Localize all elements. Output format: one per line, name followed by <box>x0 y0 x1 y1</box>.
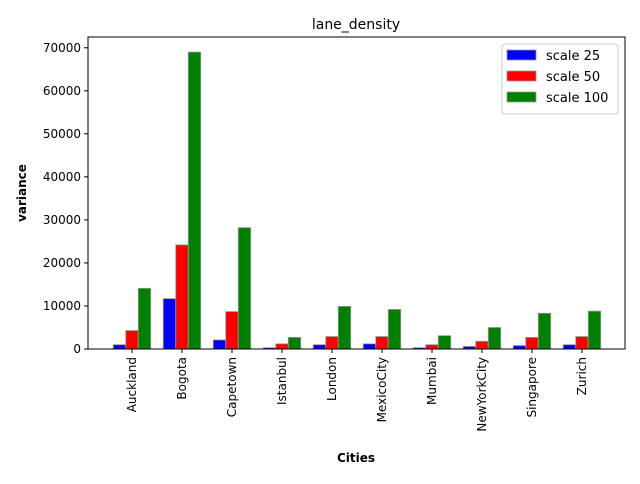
bar-scale-25-capetown <box>212 339 227 350</box>
legend-label: scale 25 <box>546 49 600 64</box>
bar-scale-25-singapore <box>512 345 527 350</box>
bar-scale-100-newyorkcity <box>487 327 502 350</box>
y-tick-label: 30000 <box>43 213 81 227</box>
bar-scale-50-auckland <box>125 330 139 350</box>
y-tick-label: 20000 <box>43 256 81 270</box>
y-tick-label: 40000 <box>43 170 81 184</box>
plot-frame <box>87 36 626 350</box>
legend-swatch <box>506 91 537 103</box>
bar-scale-50-capetown <box>225 311 239 350</box>
legend-label: scale 50 <box>546 70 600 85</box>
bar-scale-25-mexicocity <box>362 343 377 350</box>
legend: scale 25 scale 50 scale 100 <box>501 43 619 115</box>
bar-scale-100-capetown <box>237 227 252 350</box>
bar-scale-100-zurich <box>587 310 602 350</box>
y-axis: 0 10000 20000 30000 40000 50000 60000 70000 <box>43 41 88 356</box>
x-tick-label: Bogota <box>175 357 189 400</box>
x-tick-label: Singapore <box>525 357 539 418</box>
legend-swatch <box>506 49 537 61</box>
bar-scale-25-zurich <box>562 344 577 350</box>
bar-scale-25-auckland <box>112 344 127 350</box>
y-tick-label: 10000 <box>43 299 81 313</box>
bar-scale-50-istanbul <box>275 343 289 350</box>
y-axis-label: variance <box>15 164 29 222</box>
bar-scale-100-bogota <box>187 51 202 350</box>
x-tick-label: NewYorkCity <box>475 357 489 432</box>
bar-scale-100-mumbai <box>437 335 452 350</box>
x-tick-label: London <box>325 357 339 401</box>
bar-scale-50-mexicocity <box>375 336 389 350</box>
y-tick-label: 70000 <box>43 41 81 55</box>
y-tick-label: 60000 <box>43 84 81 98</box>
x-tick-label: MexicoCity <box>375 357 389 422</box>
x-tick-label: Mumbai <box>425 357 439 405</box>
y-tick-label: 0 <box>73 342 81 356</box>
y-tick-label: 50000 <box>43 127 81 141</box>
bar-scale-50-zurich <box>575 336 589 350</box>
bar-scale-50-bogota <box>175 244 189 350</box>
bar-scale-50-mumbai <box>425 344 439 350</box>
bar-scale-25-bogota <box>162 298 177 350</box>
legend-swatch <box>506 70 537 82</box>
x-tick-label: Auckland <box>125 357 139 412</box>
x-tick-label: Capetown <box>225 357 239 417</box>
bars-layer <box>112 51 602 350</box>
x-axis: Auckland Bogota Capetown Istanbul London Mexi… <box>125 349 589 432</box>
x-axis-label: Cities <box>337 451 375 465</box>
chart-title: lane_density <box>312 17 400 33</box>
bar-scale-100-auckland <box>137 287 152 350</box>
bar-scale-100-mexicocity <box>387 309 402 350</box>
legend-label: scale 100 <box>546 91 608 106</box>
x-tick-label: Istanbul <box>275 357 289 405</box>
x-tick-label: Zurich <box>575 357 589 395</box>
bar-scale-100-singapore <box>537 312 552 350</box>
bar-scale-50-newyorkcity <box>475 340 489 350</box>
bar-scale-50-london <box>325 336 339 350</box>
bar-scale-100-london <box>337 305 352 350</box>
bar-scale-25-london <box>312 344 327 350</box>
bar-scale-50-singapore <box>525 336 539 350</box>
bar-scale-100-istanbul <box>287 336 302 350</box>
